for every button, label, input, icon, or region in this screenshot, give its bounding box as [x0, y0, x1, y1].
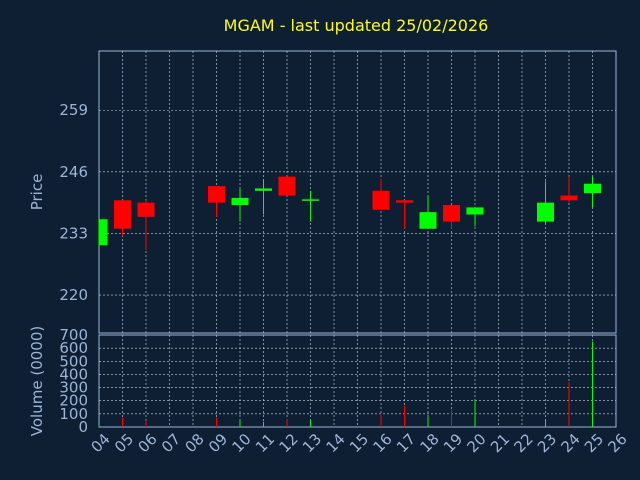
x-tick-label: 17 [393, 430, 419, 456]
price-tick-label: 259 [59, 101, 88, 119]
candle-body [372, 190, 390, 210]
x-tick-label: 23 [534, 430, 560, 456]
candle-body [302, 199, 319, 201]
volume-tick-label: 0 [78, 418, 88, 436]
x-tick-label: 04 [88, 430, 114, 456]
price-tick-label: 233 [59, 224, 88, 242]
x-axis-label: Day [334, 460, 362, 476]
x-tick-label: 09 [205, 430, 231, 456]
price-axis-label: Price [28, 174, 46, 211]
volume-tick-label: 100 [59, 405, 88, 423]
candles [98, 176, 601, 251]
x-tick-label: 16 [370, 430, 396, 456]
candle-body [419, 212, 437, 229]
x-tick-label: 11 [252, 430, 278, 456]
x-tick-label: 20 [464, 430, 490, 456]
candle-body [466, 207, 484, 215]
candle-body [208, 186, 225, 203]
x-tick-label: 15 [346, 430, 372, 456]
volume-tick-label: 700 [59, 326, 88, 344]
candle-body [114, 200, 131, 229]
x-tick-label: 05 [111, 430, 137, 456]
candle-body [99, 219, 108, 246]
x-tick-label: 25 [581, 430, 607, 456]
candle-body [137, 202, 155, 217]
candle-body [231, 197, 249, 206]
price-tick-label: 246 [59, 163, 88, 181]
x-ticks: 0405060708091011121314151617181920212223… [88, 430, 631, 456]
x-tick-label: 26 [605, 430, 631, 456]
x-tick-label: 19 [440, 430, 466, 456]
x-tick-label: 12 [276, 430, 302, 456]
volume-bars [98, 341, 593, 427]
x-tick-label: 13 [299, 430, 325, 456]
x-tick-label: 14 [323, 430, 349, 456]
x-tick-label: 08 [182, 430, 208, 456]
candle-body [560, 195, 578, 201]
x-tick-label: 24 [558, 430, 584, 456]
candle-body [255, 188, 272, 191]
volume-tick-label: 500 [59, 352, 88, 370]
candle-body [537, 202, 554, 222]
candle-body [443, 205, 460, 222]
volume-tick-label: 200 [59, 392, 88, 410]
x-tick-label: 22 [511, 430, 537, 456]
price-y-ticks: 220 233 246 259 [59, 101, 88, 304]
x-tick-label: 07 [158, 430, 184, 456]
price-grid [99, 51, 616, 333]
x-tick-label: 21 [487, 430, 513, 456]
x-tick-label: 18 [417, 430, 443, 456]
x-tick-label: 06 [135, 430, 161, 456]
candle-body [584, 183, 601, 194]
volume-tick-label: 300 [59, 379, 88, 397]
chart-title: MGAM - last updated 25/02/2026 [224, 16, 489, 35]
price-tick-label: 220 [59, 286, 88, 304]
candle-body [396, 200, 413, 203]
x-tick-label: 10 [229, 430, 255, 456]
volume-grid [99, 335, 616, 427]
candle-body [278, 176, 296, 196]
volume-tick-label: 400 [59, 365, 88, 383]
volume-tick-label: 600 [59, 339, 88, 357]
volume-axis-label: Volume (0000) [28, 326, 46, 436]
